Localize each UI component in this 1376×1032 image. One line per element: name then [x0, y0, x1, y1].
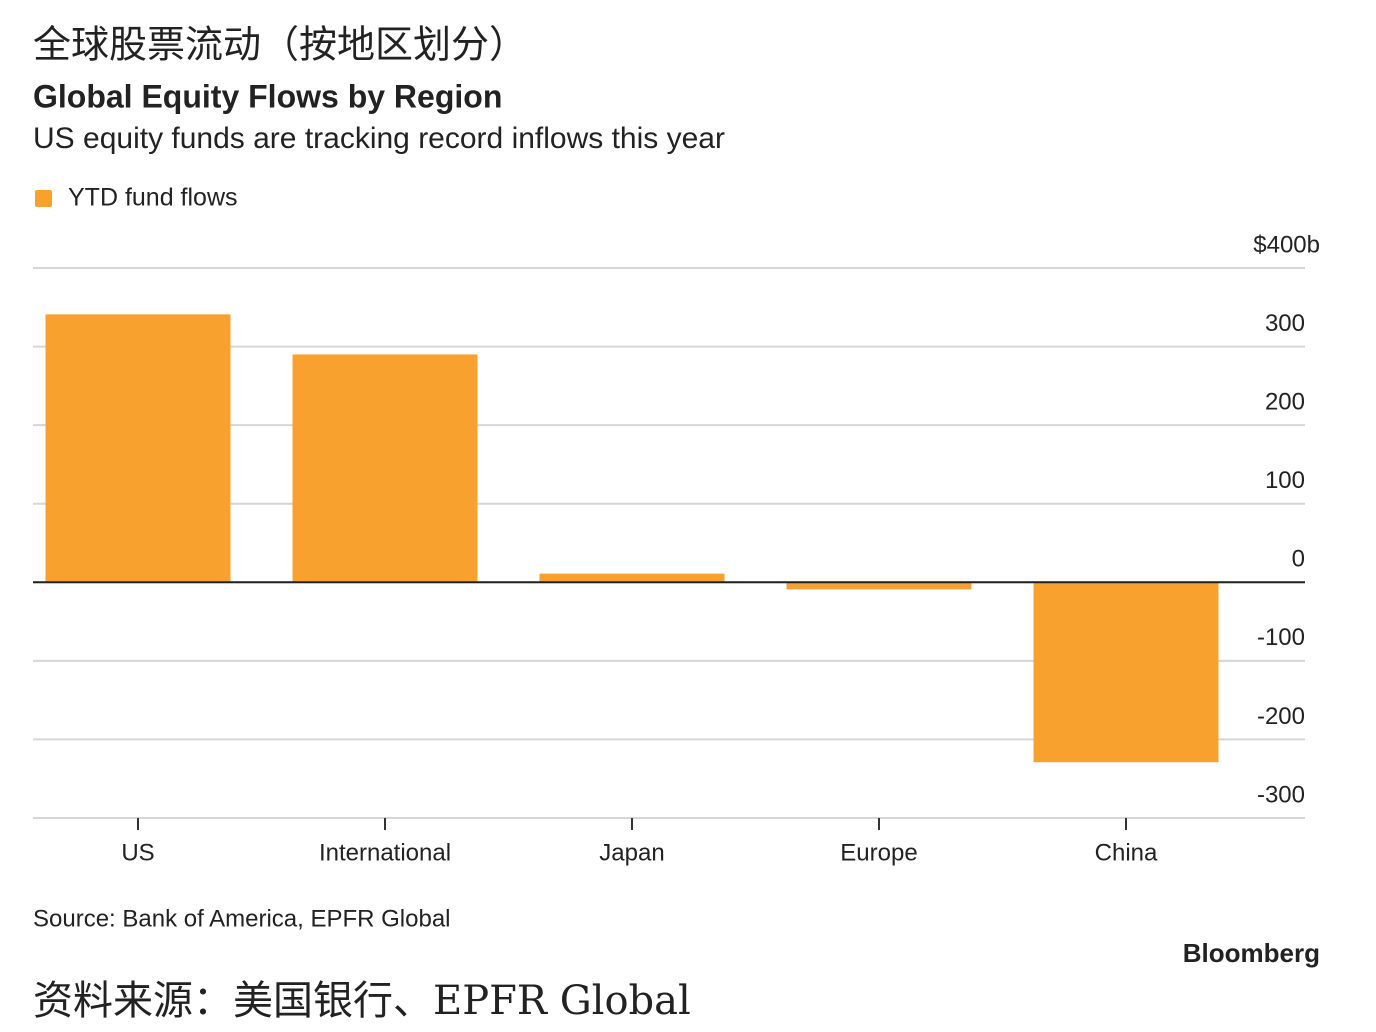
y-tick-label: 0	[1292, 546, 1305, 573]
y-tick-label: 300	[1265, 310, 1305, 337]
x-tick-label: Europe	[840, 839, 917, 866]
x-tick-label: US	[121, 839, 154, 866]
chart-title: Global Equity Flows by Region	[33, 78, 502, 114]
bar	[1033, 582, 1219, 763]
source: Source: Bank of America, EPFR Global	[33, 905, 451, 932]
x-tick-label: International	[319, 839, 451, 866]
y-tick-label: -100	[1257, 624, 1305, 651]
x-tick-label: Japan	[599, 839, 664, 866]
credit: Bloomberg	[1183, 938, 1320, 968]
chinese-title: 全球股票流动（按地区划分）	[33, 23, 527, 67]
legend-swatch	[35, 190, 52, 207]
y-tick-label: $400b	[1253, 231, 1320, 258]
bar	[539, 573, 725, 583]
bar	[45, 314, 231, 583]
y-tick-label: 200	[1265, 388, 1305, 415]
y-tick-label: -200	[1257, 703, 1305, 730]
chinese-caption: 资料来源：美国银行、EPFR Global	[33, 978, 691, 1024]
bar	[786, 582, 972, 590]
y-tick-label: -300	[1257, 781, 1305, 808]
y-tick-label: 100	[1265, 467, 1305, 494]
chart-subtitle: US equity funds are tracking record infl…	[33, 122, 725, 155]
bar	[292, 354, 478, 583]
x-tick-label: China	[1095, 839, 1158, 866]
legend-label: YTD fund flows	[68, 184, 238, 212]
